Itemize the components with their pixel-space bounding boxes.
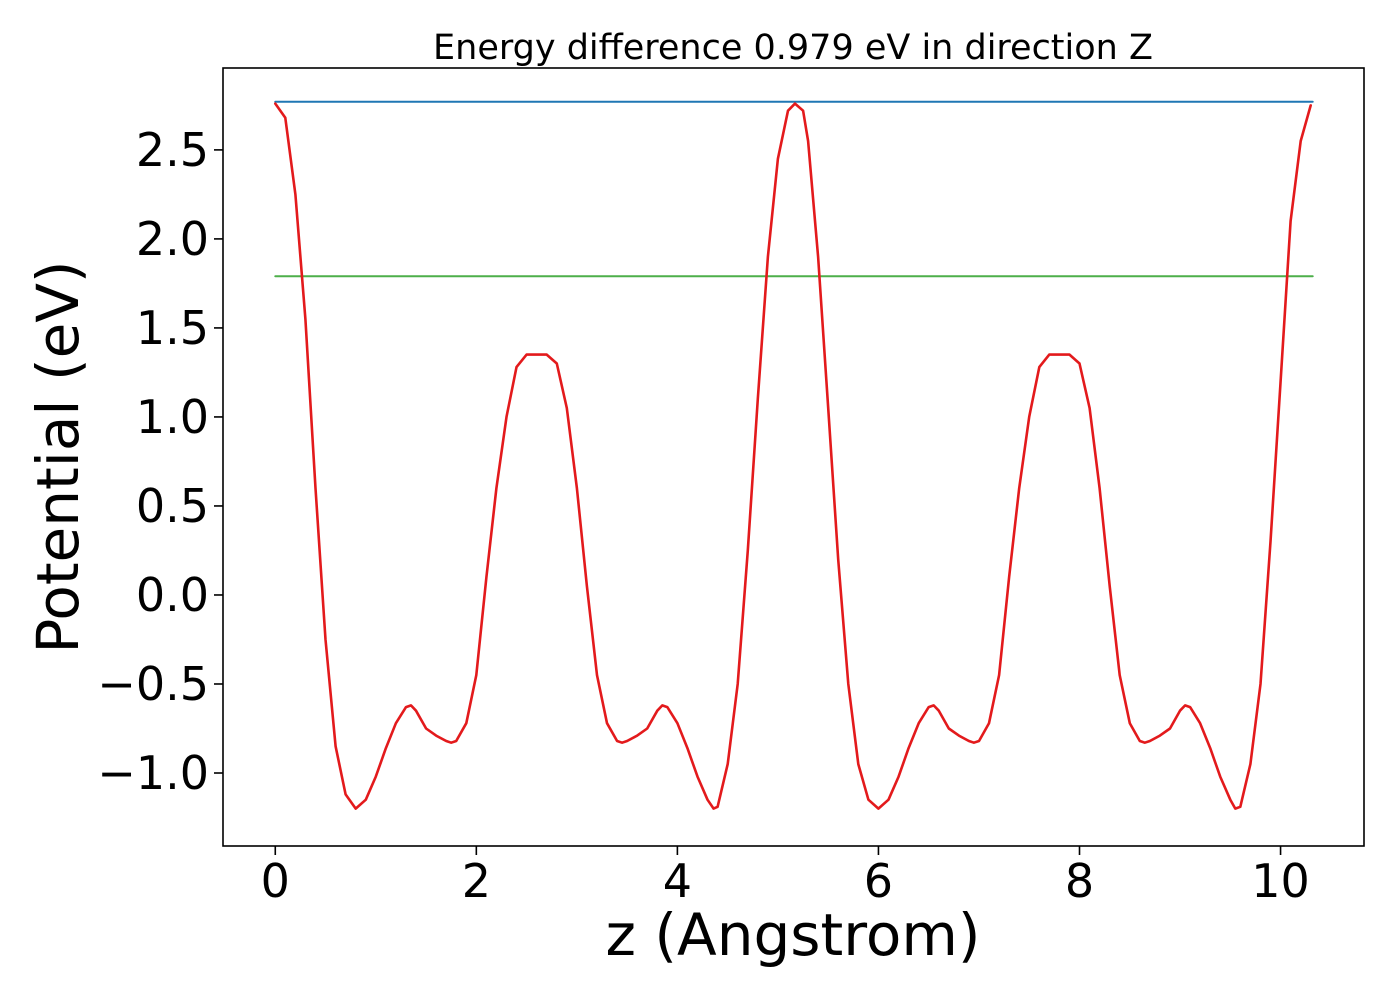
y-tick-label: 1.5	[136, 301, 209, 355]
y-tick-label: 2.0	[136, 212, 209, 266]
y-tick-label: 0.5	[136, 479, 209, 533]
x-tick-label: 0	[261, 854, 290, 908]
y-axis-label: Potential (eV)	[24, 260, 92, 653]
y-tick-label: 2.5	[136, 123, 209, 177]
series-layer	[273, 100, 1314, 810]
x-axis-label: z (Angstrom)	[606, 901, 981, 969]
y-tick-label: 1.0	[136, 390, 209, 444]
y-tick-label: −0.5	[97, 657, 209, 711]
x-axis: 0 2 4 6 8 10	[261, 846, 1310, 908]
y-tick-label: 0.0	[136, 568, 209, 622]
potential-line	[273, 102, 1312, 810]
x-tick-label: 2	[462, 854, 491, 908]
plot-frame	[222, 67, 1365, 847]
x-tick-label: 6	[864, 854, 893, 908]
chart-title: Energy difference 0.979 eV in direction …	[433, 28, 1153, 68]
x-tick-label: 4	[663, 854, 692, 908]
y-axis: −1.0 −0.5 0.0 0.5 1.0 1.5 2.0 2.5	[97, 123, 223, 800]
x-tick-label: 10	[1251, 854, 1310, 908]
y-tick-label: −1.0	[97, 746, 209, 800]
x-tick-label: 8	[1065, 854, 1094, 908]
